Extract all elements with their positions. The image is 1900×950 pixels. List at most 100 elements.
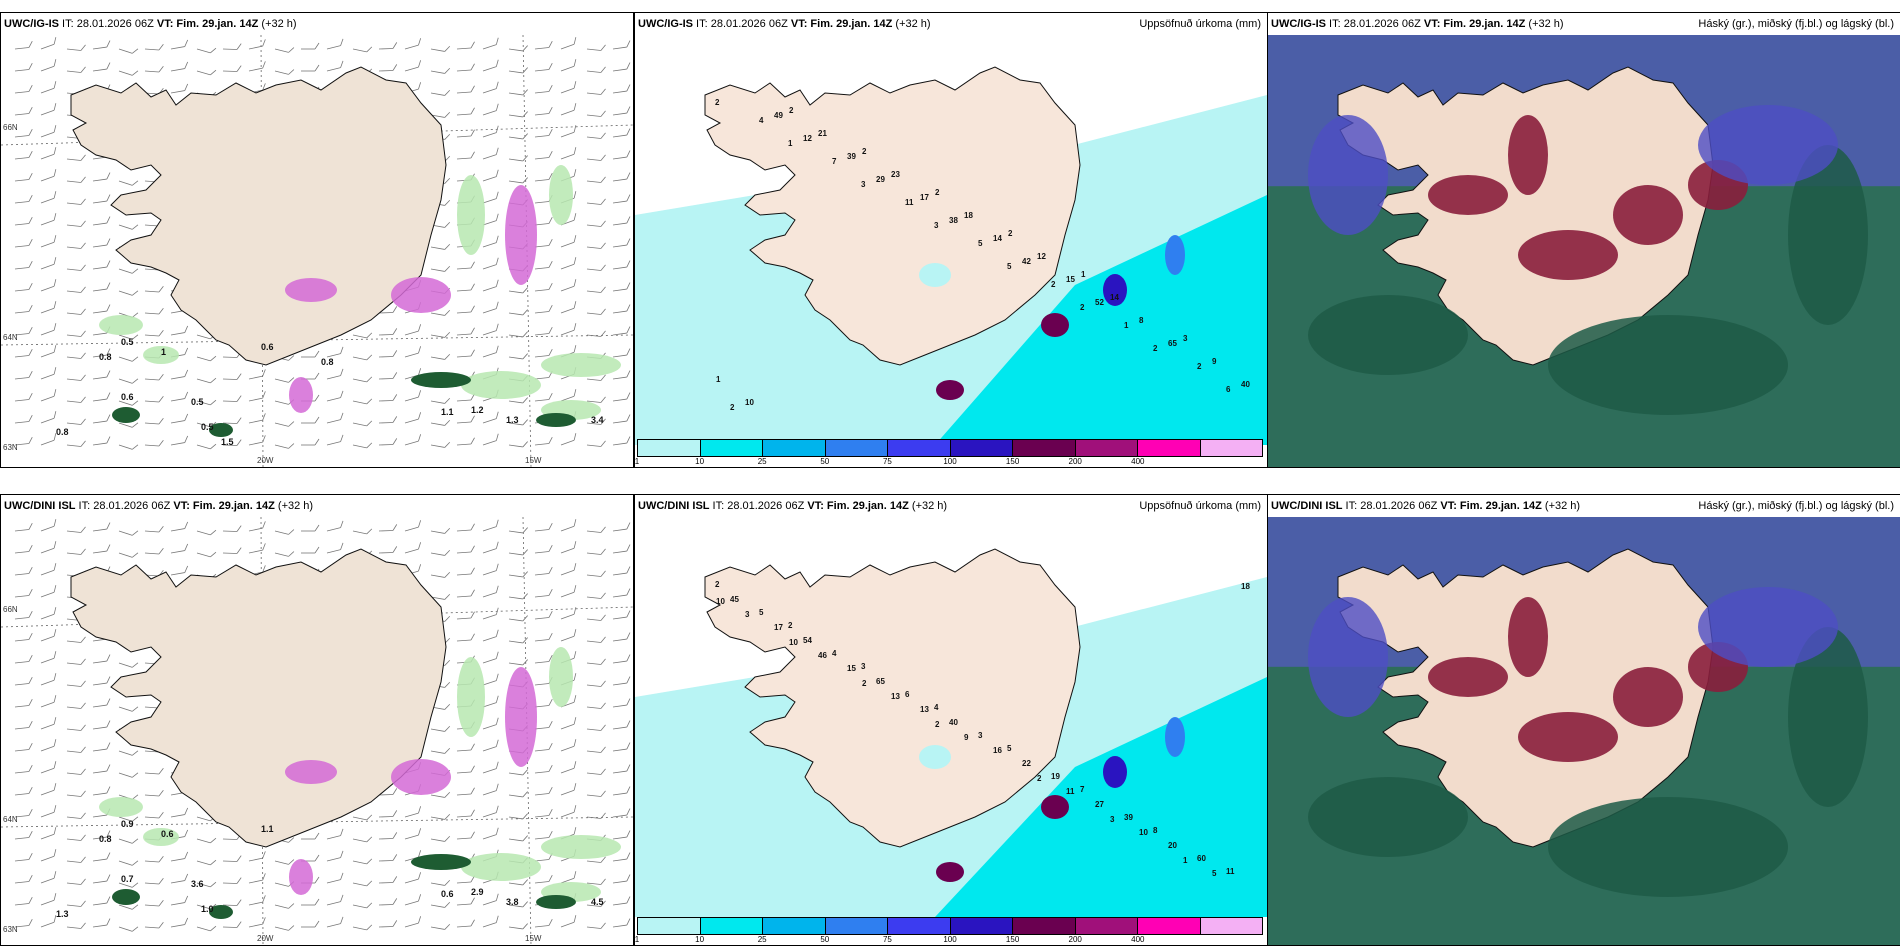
colorbar-tick: 1 — [634, 935, 640, 944]
wind-barb — [430, 725, 451, 732]
value-label: 21 — [818, 129, 827, 138]
wind-barb — [456, 41, 475, 50]
wind-barb — [14, 632, 33, 642]
wind-barb — [144, 526, 164, 533]
wind-barb — [534, 588, 553, 598]
high-cloud-area — [1308, 115, 1388, 235]
wind-barb — [40, 585, 57, 598]
colorbar-swatch — [1075, 918, 1138, 934]
value-label: 8 — [1139, 316, 1144, 325]
wind-barb — [118, 772, 139, 778]
wind-barb — [430, 747, 451, 754]
value-label: 2 — [862, 679, 867, 688]
precip-area — [143, 346, 179, 364]
wind-barb — [430, 901, 451, 908]
wind-barb — [560, 389, 577, 402]
wind-barb — [92, 830, 111, 840]
wind-barb — [378, 328, 398, 336]
value-label: 18 — [1241, 582, 1250, 591]
wind-barb — [430, 441, 451, 448]
wind-barb — [560, 805, 577, 818]
wind-barb — [196, 355, 217, 362]
wind-barb — [508, 527, 528, 534]
wind-barb — [352, 398, 373, 405]
wind-barb — [456, 611, 475, 620]
wind-barb — [66, 856, 86, 863]
wind-barb — [118, 926, 139, 932]
value-label: 4 — [832, 649, 837, 658]
wind-barb — [248, 521, 266, 532]
wind-barb — [326, 346, 344, 358]
wind-barb — [40, 629, 57, 642]
panel-header: UWC/DINI ISL IT: 28.01.2026 06Z VT: Fim.… — [1, 495, 633, 517]
init-time: IT: 28.01.2026 06Z — [1326, 18, 1421, 30]
wind-barb — [456, 765, 475, 774]
wind-barb — [196, 859, 217, 866]
colorbar-tick: 150 — [1005, 935, 1020, 944]
colorbar-swatch — [825, 440, 888, 456]
wind-barb — [482, 915, 499, 928]
wind-barb — [66, 746, 86, 753]
wind-barb — [404, 542, 422, 554]
value-label: 1 — [161, 347, 166, 357]
wind-barb — [118, 290, 139, 296]
wind-barb — [430, 835, 451, 842]
wind-barb — [560, 103, 577, 116]
value-label: 39 — [1124, 813, 1133, 822]
wind-barb — [222, 65, 242, 72]
value-label: 18 — [964, 211, 973, 220]
wind-barb — [534, 436, 553, 446]
wind-barb — [326, 412, 344, 424]
value-label: 1.1 — [441, 407, 454, 417]
wind-barb — [274, 529, 295, 535]
wind-barb — [66, 680, 86, 687]
wind-barb — [14, 874, 33, 884]
value-label: 2 — [1153, 344, 1158, 353]
wind-barb — [40, 783, 57, 796]
wind-barb — [612, 918, 631, 928]
wind-barb — [14, 106, 33, 116]
value-label: 14 — [1110, 293, 1119, 302]
wind-barb — [378, 920, 398, 928]
iceland-coastline — [704, 66, 1081, 366]
precip-heavy — [1165, 235, 1185, 275]
wind-barb — [534, 238, 553, 248]
wind-barb — [40, 717, 57, 730]
wind-barb — [14, 282, 33, 292]
wind-barb — [508, 177, 528, 184]
wind-barb — [612, 874, 631, 884]
wind-barb — [534, 632, 553, 642]
value-label: 60 — [1197, 854, 1206, 863]
wind-barb — [170, 61, 189, 72]
wind-barb — [92, 874, 111, 884]
wind-barb — [560, 761, 577, 774]
wind-barb — [92, 676, 111, 686]
iceland-coastline — [70, 66, 447, 366]
colorbar-tick: 400 — [1131, 935, 1145, 944]
wind-barb — [430, 67, 451, 74]
value-label: 45 — [730, 595, 739, 604]
value-label: 1 — [1183, 856, 1188, 865]
wind-barb — [40, 389, 57, 402]
wind-barb — [222, 547, 242, 554]
wind-barb — [508, 419, 528, 426]
valid-time: VT: Fim. 29.jan. 14Z — [156, 18, 259, 30]
precip-value-labels: 2234578115463193960455465402227201817151… — [715, 580, 1250, 878]
wind-barb — [352, 858, 373, 865]
snow-area — [285, 278, 337, 302]
value-label: 2 — [1051, 280, 1056, 289]
wind-barb — [170, 521, 189, 532]
wind-barb — [586, 526, 606, 533]
panel-header: UWC/DINI ISL IT: 28.01.2026 06Z VT: Fim.… — [1268, 495, 1900, 517]
wind-barb — [196, 69, 217, 76]
wind-barb — [586, 242, 606, 249]
wind-barb — [482, 629, 499, 642]
wind-barb — [40, 191, 57, 204]
wind-barb — [482, 81, 499, 94]
wind-barb — [92, 370, 111, 380]
init-time: IT: 28.01.2026 06Z — [1342, 500, 1438, 512]
mid-cloud-area — [1613, 185, 1683, 245]
lead-time: (+32 h) — [892, 18, 931, 30]
value-label: 13 — [891, 692, 900, 701]
wind-barb — [40, 345, 57, 358]
